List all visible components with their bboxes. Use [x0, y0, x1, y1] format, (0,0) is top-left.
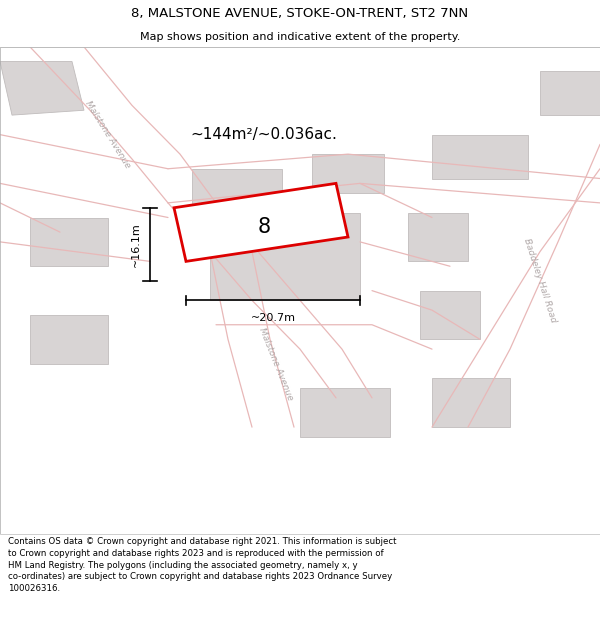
Polygon shape [0, 61, 84, 115]
Polygon shape [540, 71, 600, 115]
Polygon shape [300, 388, 390, 437]
Polygon shape [210, 213, 360, 301]
Text: 8: 8 [257, 217, 271, 238]
Polygon shape [30, 217, 108, 266]
Text: ~20.7m: ~20.7m [251, 312, 296, 322]
Polygon shape [408, 213, 468, 261]
Text: ~16.1m: ~16.1m [131, 222, 141, 267]
Polygon shape [30, 315, 108, 364]
Text: 8, MALSTONE AVENUE, STOKE-ON-TRENT, ST2 7NN: 8, MALSTONE AVENUE, STOKE-ON-TRENT, ST2 … [131, 7, 469, 19]
Text: Malstone Avenue: Malstone Avenue [83, 99, 133, 170]
Text: ~144m²/~0.036ac.: ~144m²/~0.036ac. [191, 127, 337, 142]
Text: Contains OS data © Crown copyright and database right 2021. This information is : Contains OS data © Crown copyright and d… [8, 537, 397, 593]
Polygon shape [174, 183, 348, 261]
Text: Map shows position and indicative extent of the property.: Map shows position and indicative extent… [140, 31, 460, 41]
Polygon shape [312, 154, 384, 193]
Text: Baddeley Hall Road: Baddeley Hall Road [522, 238, 558, 324]
Polygon shape [432, 378, 510, 427]
Text: Malstone Avenue: Malstone Avenue [257, 326, 295, 401]
Polygon shape [192, 169, 282, 212]
Polygon shape [432, 134, 528, 179]
Polygon shape [420, 291, 480, 339]
